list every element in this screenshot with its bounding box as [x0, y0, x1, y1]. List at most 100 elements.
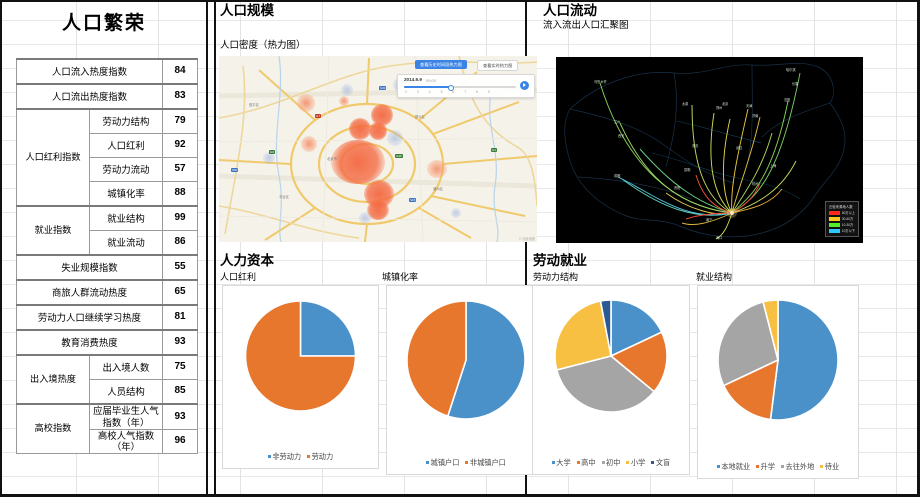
pie-slice[interactable]: [299, 300, 357, 357]
pie-legend-swatch: [626, 461, 630, 465]
pie-slice[interactable]: [555, 355, 656, 413]
flow-city-label: 郑州: [716, 106, 723, 110]
map-poi-label: 北京市: [327, 157, 337, 161]
labor-employment-title: 劳动就业: [533, 253, 587, 268]
index-table: 人口流入热度指数 84 人口流出热度指数 83 人口红利指数 劳动力结构 79 人口红利 92 劳…: [16, 58, 198, 454]
labor-employment-header: 劳动就业: [533, 253, 587, 269]
index-row-group: 就业指数: [16, 205, 90, 256]
pie-legend-item[interactable]: 劳动力: [307, 452, 333, 462]
map-highway-badge: G7: [315, 114, 322, 118]
heat-blob: [301, 136, 317, 152]
table-row: 高校指数 应届毕业生人气指数（年） 93: [16, 403, 198, 454]
index-row-name: 商旅人群流动热度: [16, 279, 163, 306]
map-poi-label: 昌平区: [249, 103, 259, 107]
index-row-name: 就业结构: [89, 205, 163, 231]
map-highway-badge: G1: [491, 148, 498, 152]
pie-legend-item[interactable]: 去往外地: [781, 462, 814, 472]
pie-svg: [717, 299, 839, 421]
play-icon[interactable]: [520, 81, 529, 90]
pie-svg: [244, 300, 357, 412]
population-flow-header: 人口流动 流入流出人口汇聚图: [543, 3, 629, 32]
pie-legend-item[interactable]: 高中: [576, 458, 596, 468]
index-row-name: 出入境人数: [89, 354, 163, 380]
index-row-value: 86: [162, 230, 198, 256]
heat-blob-core: [331, 140, 385, 184]
pie-chart-card-0[interactable]: 非劳动力 劳动力: [222, 285, 379, 469]
pie-legend-label: 升学: [760, 461, 775, 471]
pie-slice[interactable]: [609, 331, 668, 393]
pie-slice[interactable]: [244, 300, 357, 412]
heat-blob-cool: [451, 208, 461, 218]
time-slider-knob[interactable]: [448, 84, 454, 91]
pie-legend: 本地就业 升学 去往外地 待业: [698, 462, 858, 472]
pie-legend-item[interactable]: 初中: [601, 458, 620, 468]
pie-legend-item[interactable]: 本地就业: [716, 462, 750, 472]
pie-legend-label: 小学: [630, 457, 646, 467]
pie-svg: [406, 300, 526, 420]
history-heatmap-button[interactable]: 查看历史时间段热力图: [415, 60, 467, 69]
pie-slice[interactable]: [446, 300, 526, 420]
pie-chart-card-2[interactable]: 大学 高中 初中 小学 文盲: [532, 285, 690, 475]
flow-city-label: 乌鲁木齐: [594, 80, 607, 84]
pie-slice[interactable]: [762, 299, 779, 361]
pie-legend-item[interactable]: 文盲: [651, 458, 670, 468]
index-row-group: 人口红利指数: [16, 108, 90, 207]
pie-legend-item[interactable]: 非城镇户口: [465, 458, 506, 468]
flow-city-label: 重庆: [692, 144, 699, 148]
heat-blob: [297, 94, 315, 112]
index-row-name: 人口流出热度指数: [16, 83, 163, 110]
map-mode-buttons[interactable]: 查看历史时间段热力图 查看实时热力图: [415, 58, 533, 72]
pie-slice[interactable]: [599, 299, 612, 357]
pie-slice[interactable]: [769, 299, 839, 421]
flow-map-legend: 迁徙来源地人数 60万以上 30-60万 10-30万 10万以下: [824, 201, 859, 237]
pie-legend-item[interactable]: 小学: [626, 458, 645, 468]
pie-slice[interactable]: [717, 300, 779, 387]
pie-legend-item[interactable]: 城镇户口: [426, 458, 459, 468]
index-row-value: 84: [162, 58, 198, 85]
pie-slice[interactable]: [554, 300, 612, 371]
index-row-name: 城镇化率: [89, 181, 163, 207]
pie-legend-item[interactable]: 待业: [820, 462, 839, 472]
pie-legend-label: 文盲: [655, 457, 671, 467]
index-row-value: 65: [162, 279, 198, 306]
page-title: 人口繁荣: [61, 13, 146, 34]
migration-flow-map[interactable]: 乌鲁木齐 兰州 西安 成都 贵阳 太原 北京 天津 济南 哈尔滨 长春 沈阳 上…: [556, 57, 863, 243]
population-scale-header: 人口规模 人口密度（热力图）: [220, 3, 306, 52]
map-highway-badge: G6: [269, 150, 276, 154]
flow-city-label: 贵阳: [674, 186, 681, 190]
population-density-heatmap[interactable]: 昌平区 北京市 顺义区 丰台区 通州区 G6 G45 S32 G7 S50 S1…: [219, 56, 537, 242]
pie-chart-card-3[interactable]: 本地就业 升学 去往外地 待业: [697, 285, 859, 479]
time-slider-fill: [404, 86, 450, 88]
map-highway-badge: S50: [231, 168, 239, 172]
pie-legend-label: 城镇户口: [430, 457, 460, 467]
table-row: 就业指数 就业结构 99: [16, 205, 198, 256]
pie-legend-item[interactable]: 非劳动力: [267, 451, 302, 462]
map-poi-label: 通州区: [433, 187, 443, 191]
map-attribution: © 百度地图: [519, 237, 535, 241]
pie-legend-swatch: [426, 461, 430, 465]
pie-legend-item[interactable]: 升学: [756, 462, 775, 472]
pie-legend: 城镇户口 非城镇户口: [387, 458, 545, 468]
table-row: 劳动力人口继续学习热度 81: [16, 304, 198, 331]
pie-slice[interactable]: [406, 300, 467, 418]
pie-legend-swatch: [601, 461, 605, 465]
time-slider-track[interactable]: [404, 86, 516, 88]
index-row-name: 劳动力流动: [89, 157, 163, 182]
pie-legend-item[interactable]: 大学: [551, 458, 571, 468]
pie-slice[interactable]: [610, 299, 663, 358]
map-time-slider-panel[interactable]: 2014.9.9 09:00 2 3 4 5 6 7 8 9: [397, 74, 535, 98]
pie-slice[interactable]: [722, 358, 779, 421]
index-row-value: 93: [162, 329, 198, 356]
flow-city-label: 昆明: [684, 168, 691, 172]
frame-left: [0, 0, 2, 497]
pie-legend-label: 非劳动力: [272, 451, 302, 461]
pie-legend-swatch: [756, 465, 760, 469]
table-row: 高校人气指数（年） 96: [17, 428, 198, 454]
pie-chart-card-1[interactable]: 城镇户口 非城镇户口: [386, 285, 546, 475]
index-row-name: 人员结构: [89, 379, 163, 405]
index-row-value: 55: [162, 254, 198, 281]
realtime-heatmap-button[interactable]: 查看实时热力图: [477, 60, 519, 71]
table-row: 劳动力流动 57: [17, 157, 198, 182]
index-row-name: 人口红利: [89, 133, 163, 158]
heat-blob-cool: [263, 152, 275, 164]
